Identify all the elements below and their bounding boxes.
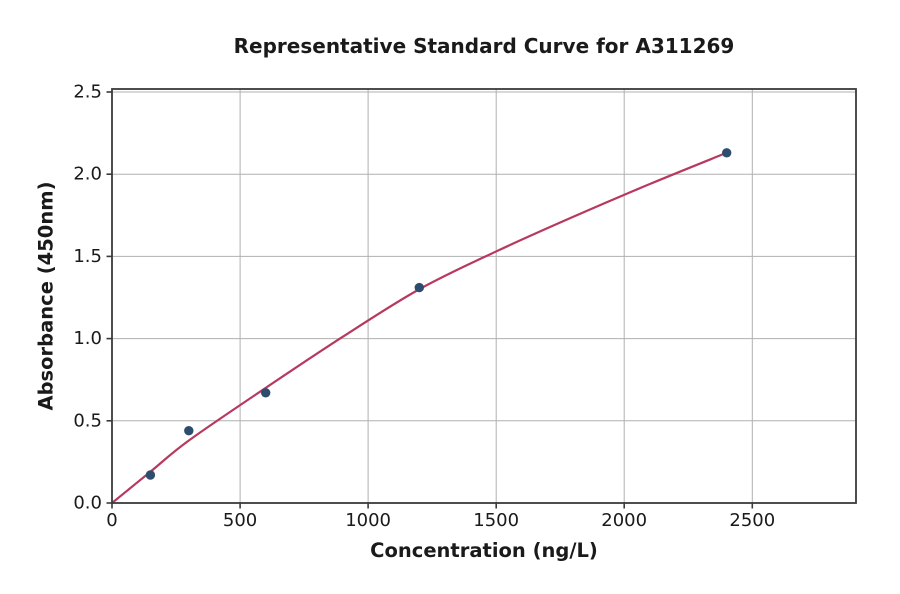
data-point <box>184 426 194 436</box>
data-point <box>414 282 424 293</box>
y-tick-label: 1.0 <box>73 328 102 349</box>
x-tick-label: 1500 <box>473 510 519 531</box>
x-axis-label: Concentration (ng/L) <box>370 539 598 562</box>
y-tick-label: 0.5 <box>73 410 102 431</box>
data-point <box>261 388 271 398</box>
x-tick-label: 2500 <box>729 510 775 531</box>
data-point <box>722 148 732 158</box>
data-point <box>145 470 156 480</box>
axes-spines <box>111 88 857 504</box>
x-tick-label: 500 <box>223 510 257 531</box>
chart-title: Representative Standard Curve for A31126… <box>233 34 735 58</box>
gridlines <box>111 89 856 504</box>
fitted-curve <box>110 151 728 505</box>
y-tick-label: 2.5 <box>73 82 102 103</box>
x-tick-label: 0 <box>106 510 117 531</box>
axis-ticks <box>106 91 754 509</box>
y-tick-label: 2.0 <box>73 164 102 185</box>
axis-tick-labels: 0 500 1000 1500 2000 2500 0.0 0.5 1.0 1.5 2.0 2.5 <box>73 82 775 531</box>
x-tick-label: 1000 <box>345 510 391 531</box>
plot-border <box>111 88 857 504</box>
y-tick-label: 1.5 <box>73 246 102 267</box>
y-tick-label: 0.0 <box>73 493 102 514</box>
x-tick-label: 2000 <box>601 510 647 531</box>
series-layer <box>110 148 732 505</box>
